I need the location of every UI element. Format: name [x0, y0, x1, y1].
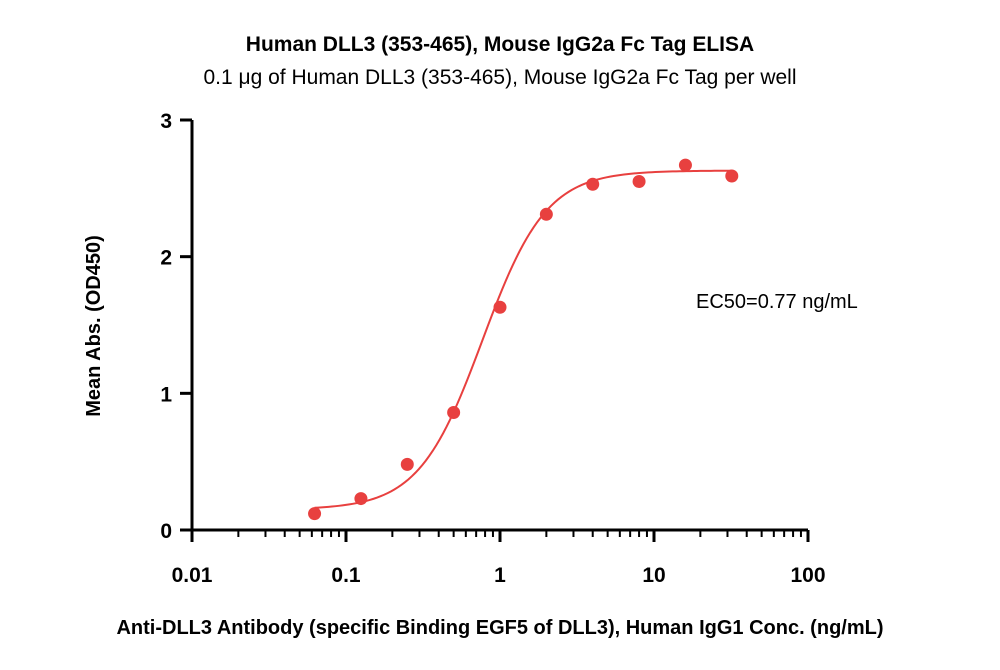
- y-tick-label: 2: [160, 247, 172, 270]
- data-point: [632, 175, 646, 188]
- fit-curve: [314, 169, 732, 509]
- data-point: [586, 177, 600, 191]
- x-axis-label: Anti-DLL3 Antibody (specific Binding EGF…: [116, 617, 883, 639]
- data-point: [678, 158, 692, 172]
- chart-subtitle: 0.1 μg of Human DLL3 (353-465), Mouse Ig…: [203, 66, 797, 89]
- y-axis-label: Mean Abs. (OD450): [83, 235, 105, 417]
- data-point: [400, 457, 414, 471]
- x-tick-label: 0.1: [331, 564, 361, 587]
- y-tick-label: 1: [160, 383, 172, 406]
- y-tick-label: 0: [160, 520, 172, 543]
- x-tick-label: 10: [642, 564, 665, 587]
- data-point: [725, 169, 739, 183]
- data-point: [493, 300, 507, 314]
- x-tick-label: 1: [494, 564, 506, 587]
- data-point: [539, 207, 553, 221]
- x-tick-label: 0.01: [172, 564, 213, 587]
- y-tick-label: 3: [160, 110, 172, 133]
- tick-labels: 0.01 0.1 1 10 100 0 1 2 3: [160, 110, 825, 587]
- data-point: [308, 507, 322, 521]
- data-points: [308, 158, 739, 521]
- x-tick-label: 100: [790, 564, 825, 587]
- axes: [180, 118, 810, 542]
- data-point: [354, 492, 368, 506]
- chart-title: Human DLL3 (353-465), Mouse IgG2a Fc Tag…: [245, 33, 755, 56]
- ec50-annotation: EC50=0.77 ng/mL: [696, 291, 858, 313]
- data-point: [447, 405, 461, 419]
